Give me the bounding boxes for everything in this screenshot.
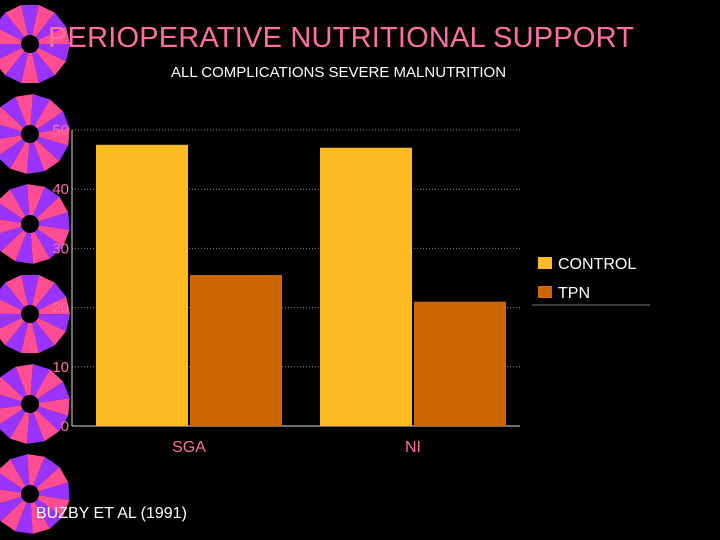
y-tick-label: 20 [52,300,69,317]
chart-title: ALL COMPLICATIONS SEVERE MALNUTRITION [171,64,507,81]
x-tick-label: SGA [172,439,206,456]
y-tick-label: 30 [52,240,69,257]
bar-tpn-sga [190,275,282,426]
y-tick-label: 0 [61,418,69,435]
legend: CONTROL TPN [532,256,650,306]
bar-tpn-ni [414,301,506,426]
legend-swatch [538,286,552,298]
y-tick-label: 10 [52,359,69,376]
legend-label: TPN [558,285,590,302]
bar-control-ni [320,147,412,426]
pinwheel-ornament [0,184,70,264]
bar-control-sga [96,144,188,427]
x-tick-label: NI [405,439,421,456]
pinwheel-ornament [0,364,70,444]
legend-swatch [538,257,552,269]
pinwheel-ornament [0,5,70,83]
pinwheel-ornament [0,94,70,174]
legend-label: CONTROL [558,256,636,273]
pinwheel-ornament [0,454,70,534]
slide-title: PERIOPERATIVE NUTRITIONAL SUPPORT [48,22,635,54]
y-tick-label: 40 [52,181,69,198]
pinwheel-ornament [0,275,70,353]
y-tick-label: 50 [52,122,69,139]
source-citation: BUZBY ET AL (1991) [36,505,187,522]
